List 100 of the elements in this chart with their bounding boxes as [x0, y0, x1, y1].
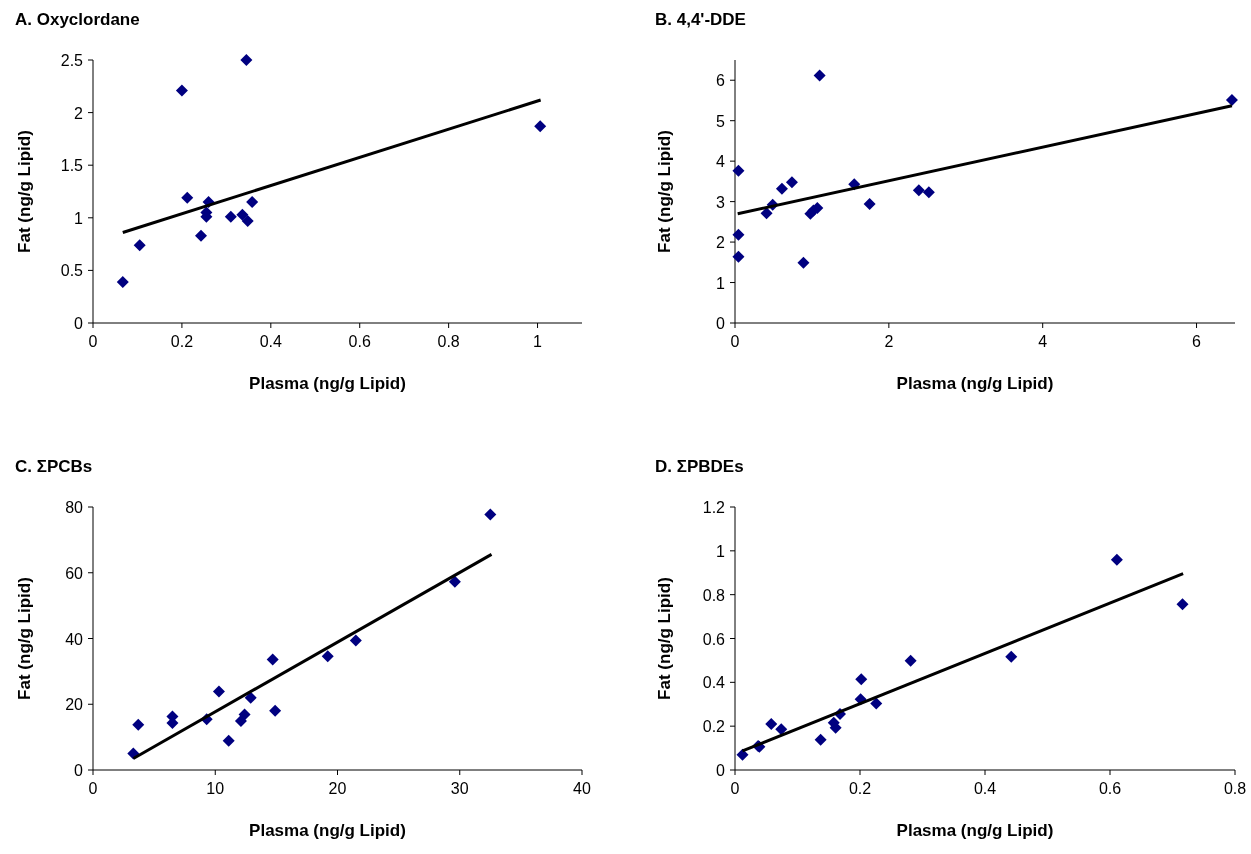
y-tick-label: 6: [716, 72, 726, 90]
y-tick-label: 0.2: [702, 718, 726, 736]
point: [775, 723, 788, 736]
y-tick-label: 0: [74, 315, 84, 332]
point: [238, 708, 251, 721]
y-tick-label: 4: [716, 153, 726, 171]
point: [127, 747, 140, 760]
point: [349, 634, 362, 647]
y-tick-label: 2: [716, 234, 726, 252]
point: [132, 718, 145, 731]
point: [765, 717, 778, 730]
point: [732, 228, 745, 241]
x-tick-label: 0.2: [170, 333, 194, 350]
point: [321, 650, 334, 663]
y-tick-label: 0.5: [60, 262, 84, 280]
x-tick-label: 0.8: [437, 333, 460, 350]
x-axis-title: Plasma (ng/g Lipid): [249, 821, 406, 840]
x-tick-label: 0.8: [1223, 780, 1247, 797]
chart-title: C. ΣPCBs: [15, 457, 93, 476]
point: [1005, 650, 1018, 663]
point: [863, 198, 876, 211]
x-tick-label: 0: [88, 780, 98, 797]
y-tick-label: 0: [716, 762, 726, 779]
x-tick-label: 4: [1038, 333, 1048, 350]
chart-title: A. Oxyclordane: [15, 10, 140, 29]
x-tick-label: 1: [533, 333, 543, 350]
point: [175, 84, 188, 97]
x-tick-label: 0: [88, 333, 98, 350]
y-axis-title: Fat (ng/g Lipid): [655, 577, 674, 700]
point: [448, 575, 461, 588]
y-tick-label: 1.2: [702, 499, 726, 516]
point: [785, 176, 798, 189]
x-tick-label: 0.4: [973, 780, 997, 797]
x-axis-title: Plasma (ng/g Lipid): [896, 821, 1054, 840]
point: [814, 733, 827, 746]
point: [732, 164, 745, 177]
y-tick-label: 3: [716, 193, 726, 211]
point: [222, 734, 235, 747]
x-tick-label: 40: [573, 780, 591, 797]
point: [534, 120, 547, 133]
point: [241, 214, 254, 227]
y-axis-title: Fat (ng/g Lipid): [655, 130, 674, 253]
y-tick-label: 2: [74, 104, 84, 122]
point: [797, 256, 810, 269]
x-tick-label: 0.6: [348, 333, 371, 350]
y-tick-label: 0.6: [702, 630, 726, 648]
y-tick-label: 0.8: [702, 586, 726, 604]
point: [269, 704, 282, 717]
point: [1176, 598, 1189, 611]
point: [133, 239, 146, 252]
x-tick-label: 6: [1192, 333, 1202, 350]
point: [240, 54, 253, 66]
point: [904, 654, 917, 667]
point: [181, 191, 194, 204]
y-tick-label: 0.4: [702, 674, 726, 692]
x-tick-label: 0: [730, 780, 740, 797]
y-tick-label: 1.5: [60, 157, 84, 175]
point: [244, 691, 257, 704]
point: [855, 673, 868, 686]
y-tick-label: 1: [716, 542, 726, 560]
x-tick-label: 30: [450, 780, 469, 797]
point: [870, 697, 883, 710]
x-axis-title: Plasma (ng/g Lipid): [896, 374, 1054, 393]
y-axis-title: Fat (ng/g Lipid): [15, 130, 34, 253]
point: [224, 210, 237, 223]
point: [234, 715, 247, 728]
x-axis-title: Plasma (ng/g Lipid): [249, 374, 406, 393]
point: [732, 250, 745, 263]
x-tick-label: 10: [206, 780, 225, 797]
x-tick-label: 0.4: [259, 333, 283, 350]
y-tick-label: 5: [716, 112, 726, 130]
chart-title: B. 4,4'-DDE: [655, 10, 746, 29]
point: [116, 275, 129, 288]
y-tick-label: 0: [74, 762, 84, 779]
y-tick-label: 40: [65, 630, 84, 648]
x-tick-label: 2: [884, 333, 894, 350]
y-tick-label: 1: [74, 209, 84, 227]
y-axis-title: Fat (ng/g Lipid): [15, 577, 34, 700]
point: [246, 196, 259, 209]
point: [760, 207, 773, 220]
point: [212, 685, 225, 698]
y-tick-label: 2.5: [60, 52, 84, 69]
y-tick-label: 20: [65, 696, 84, 714]
y-tick-label: 60: [65, 564, 84, 582]
point: [266, 653, 279, 666]
point: [775, 182, 788, 195]
x-tick-label: 0.6: [1098, 780, 1122, 797]
x-tick-label: 0: [730, 333, 740, 350]
point: [922, 186, 935, 199]
y-tick-label: 1: [716, 274, 726, 292]
point: [736, 748, 749, 761]
point: [1110, 553, 1123, 566]
point: [484, 508, 497, 521]
chart-title: D. ΣPBDEs: [655, 457, 744, 476]
y-tick-label: 80: [65, 499, 84, 516]
point: [912, 184, 925, 197]
point: [236, 208, 249, 221]
y-tick-label: 0: [716, 315, 726, 332]
point: [813, 69, 826, 82]
x-tick-label: 0.2: [848, 780, 872, 797]
